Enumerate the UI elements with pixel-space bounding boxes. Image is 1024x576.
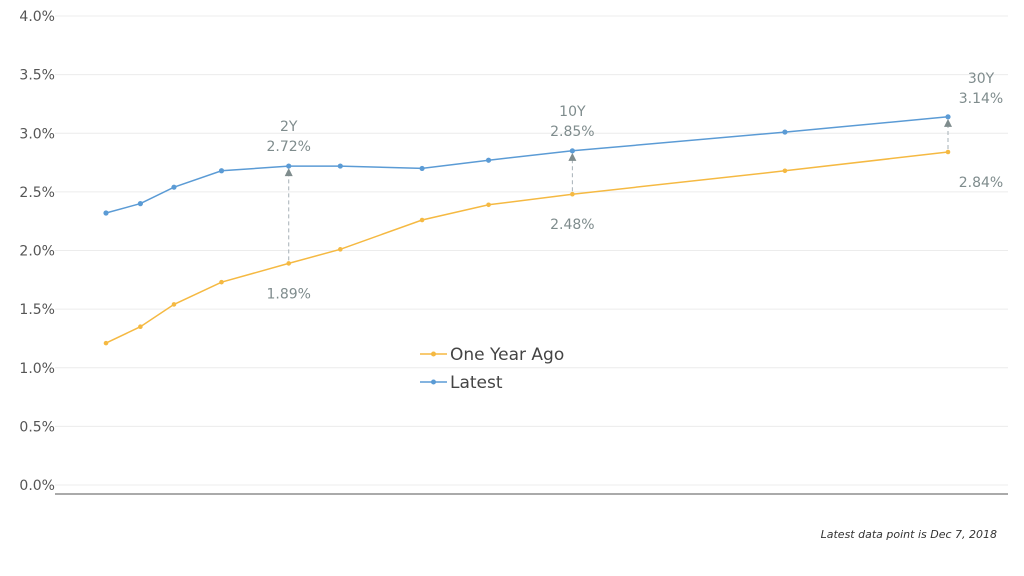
annotation-year-ago-30y: 2.84% (959, 175, 1003, 191)
series-line-latest (105, 116, 949, 214)
data-point-latest[interactable] (218, 168, 225, 174)
annotation-labels: 2Y 2.72% 1.89% 10Y 2.85% 2.48% 30Y 3.14% 2.84% (266, 71, 1003, 303)
series-line-one-year-ago (105, 151, 949, 344)
annotation-tenor-30y: 30Y (968, 71, 995, 87)
data-point-latest[interactable] (103, 210, 109, 216)
annotation-year-ago-10y: 2.48% (550, 217, 594, 233)
legend-item-latest[interactable]: Latest (420, 373, 503, 393)
y-tick-label: 0.5% (19, 419, 55, 435)
data-point-one-year-ago[interactable] (103, 340, 109, 346)
legend-label-one-year-ago: One Year Ago (450, 345, 564, 365)
y-tick-label: 0.0% (19, 478, 55, 494)
data-point-one-year-ago[interactable] (782, 168, 788, 174)
data-point-latest[interactable] (171, 184, 177, 190)
y-tick-label: 2.5% (19, 185, 55, 201)
data-point-one-year-ago[interactable] (219, 279, 224, 285)
legend-item-one-year-ago[interactable]: One Year Ago (420, 345, 564, 365)
data-point-latest[interactable] (945, 114, 951, 120)
y-axis-ticks: 0.0% 0.5% 1.0% 1.5% 2.0% 2.5% 3.0% 3.5% 4.0% (19, 9, 55, 494)
annotation-tenor-10y: 10Y (559, 104, 586, 120)
data-point-latest[interactable] (419, 165, 425, 172)
annotation-latest-2y: 2.72% (266, 139, 310, 155)
legend: One Year Ago Latest (420, 345, 564, 393)
y-tick-label: 4.0% (19, 9, 55, 25)
y-tick-label: 1.0% (19, 361, 55, 377)
data-point-latest[interactable] (137, 201, 143, 207)
data-point-one-year-ago[interactable] (570, 191, 575, 197)
legend-label-latest: Latest (450, 373, 503, 393)
y-tick-label: 2.0% (19, 244, 55, 260)
data-point-one-year-ago[interactable] (138, 324, 143, 330)
data-point-latest[interactable] (337, 163, 343, 169)
series-layer (103, 114, 951, 346)
y-tick-label: 1.5% (19, 302, 55, 318)
data-point-one-year-ago[interactable] (945, 149, 951, 155)
data-point-latest[interactable] (286, 163, 292, 169)
data-point-one-year-ago[interactable] (286, 261, 292, 266)
data-point-one-year-ago[interactable] (337, 247, 343, 252)
data-point-one-year-ago[interactable] (171, 302, 177, 307)
annotation-arrow-30y (944, 118, 952, 127)
y-tick-label: 3.0% (19, 126, 55, 142)
y-tick-label: 3.5% (19, 68, 55, 84)
data-point-latest[interactable] (569, 148, 575, 154)
data-point-latest[interactable] (782, 129, 788, 135)
data-point-one-year-ago[interactable] (419, 217, 425, 223)
annotation-latest-30y: 3.14% (959, 91, 1003, 107)
grid-lines (55, 15, 1008, 486)
data-note: Latest data point is Dec 7, 2018 (821, 528, 997, 541)
annotation-latest-10y: 2.85% (550, 124, 594, 140)
data-point-latest[interactable] (485, 157, 492, 163)
annotation-year-ago-2y: 1.89% (266, 286, 310, 302)
data-point-one-year-ago[interactable] (486, 202, 491, 208)
annotation-arrow-2y (284, 168, 293, 177)
annotation-arrow-10y (568, 152, 577, 161)
annotation-connectors (284, 118, 952, 261)
annotation-tenor-2y: 2Y (280, 119, 298, 135)
